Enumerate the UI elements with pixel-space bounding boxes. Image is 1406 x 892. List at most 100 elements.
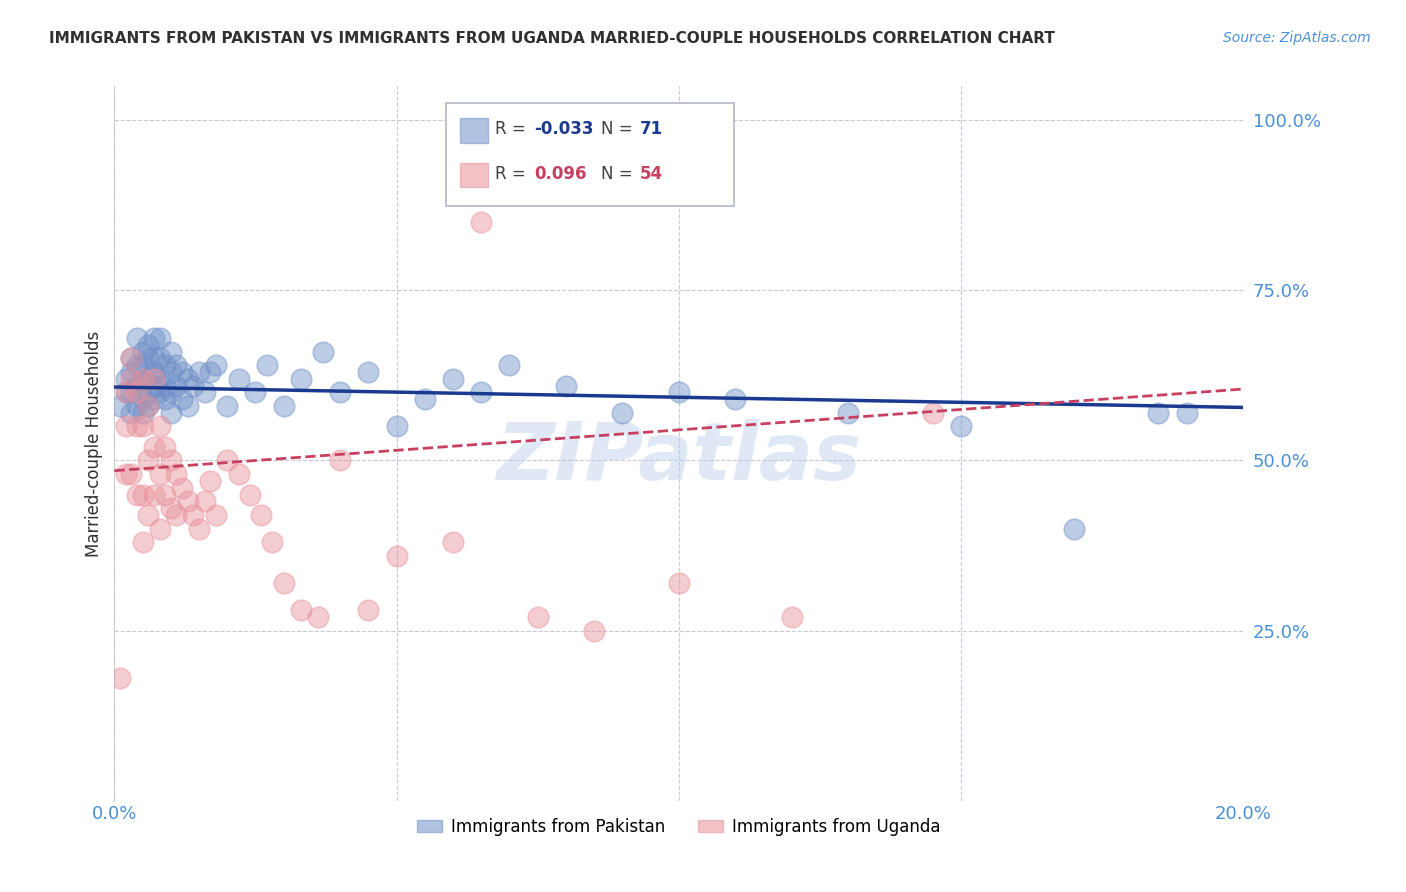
Point (136, 508, 159, 522)
Point (131, 392, 153, 407)
Point (949, 419, 972, 434)
Point (837, 406, 859, 420)
Point (142, 331, 165, 345)
Y-axis label: Married-couple Households: Married-couple Households (86, 330, 103, 557)
Point (108, 399, 131, 413)
Point (160, 501, 183, 516)
Point (413, 392, 436, 407)
Point (136, 351, 159, 366)
Point (153, 378, 176, 392)
Point (142, 365, 165, 379)
Point (131, 419, 153, 434)
Text: 71: 71 (640, 120, 664, 138)
Point (724, 392, 747, 407)
Point (125, 385, 148, 400)
Point (273, 399, 295, 413)
Point (921, 406, 943, 420)
Point (160, 365, 183, 379)
Point (194, 494, 217, 508)
Point (217, 399, 239, 413)
Point (177, 494, 200, 508)
Text: Source: ZipAtlas.com: Source: ZipAtlas.com (1223, 31, 1371, 45)
Point (148, 467, 170, 482)
Point (153, 392, 176, 407)
Point (131, 344, 153, 359)
Point (148, 385, 170, 400)
Point (131, 372, 153, 386)
Point (108, 671, 131, 685)
Point (441, 535, 464, 549)
Point (125, 358, 148, 372)
Point (357, 365, 380, 379)
Point (262, 535, 284, 549)
Point (153, 440, 176, 454)
Point (142, 351, 165, 366)
Point (177, 372, 200, 386)
Point (142, 378, 165, 392)
Point (114, 419, 136, 434)
Point (205, 358, 228, 372)
Point (131, 406, 153, 420)
Point (166, 467, 188, 482)
Point (136, 399, 159, 413)
Point (120, 406, 142, 420)
Point (200, 474, 222, 488)
Point (780, 610, 803, 624)
Text: ZIPatlas: ZIPatlas (496, 418, 862, 497)
Point (554, 378, 576, 392)
Text: R =: R = (495, 165, 537, 183)
Point (136, 372, 159, 386)
Point (1147, 406, 1170, 420)
Point (177, 399, 200, 413)
Point (114, 467, 136, 482)
Point (357, 603, 380, 617)
Point (148, 372, 170, 386)
Point (125, 487, 148, 501)
Point (131, 487, 153, 501)
Point (166, 508, 188, 522)
Point (142, 487, 165, 501)
Point (228, 467, 250, 482)
Point (470, 215, 492, 229)
Point (148, 419, 170, 434)
Point (188, 522, 211, 536)
Point (125, 419, 148, 434)
Point (148, 522, 170, 536)
Point (166, 378, 188, 392)
Point (160, 385, 183, 400)
Text: N =: N = (600, 165, 637, 183)
Point (120, 365, 142, 379)
Point (142, 392, 165, 407)
Point (256, 358, 278, 372)
Point (612, 406, 634, 420)
Point (183, 508, 205, 522)
Point (125, 331, 148, 345)
Point (228, 372, 250, 386)
Point (290, 372, 312, 386)
Text: IMMIGRANTS FROM PAKISTAN VS IMMIGRANTS FROM UGANDA MARRIED-COUPLE HOUSEHOLDS COR: IMMIGRANTS FROM PAKISTAN VS IMMIGRANTS F… (49, 31, 1054, 46)
Text: 54: 54 (640, 165, 664, 183)
Point (148, 351, 170, 366)
Point (131, 372, 153, 386)
Point (120, 385, 142, 400)
Point (668, 385, 690, 400)
Point (136, 399, 159, 413)
Point (114, 385, 136, 400)
Text: -0.033: -0.033 (534, 120, 593, 138)
Point (245, 385, 267, 400)
Point (120, 467, 142, 482)
Legend: Immigrants from Pakistan, Immigrants from Uganda: Immigrants from Pakistan, Immigrants fro… (411, 811, 946, 842)
Point (250, 508, 273, 522)
Point (172, 392, 194, 407)
Point (166, 358, 188, 372)
Point (188, 365, 211, 379)
Point (470, 385, 492, 400)
Point (114, 385, 136, 400)
Point (172, 481, 194, 495)
Point (120, 372, 142, 386)
Point (120, 351, 142, 366)
Point (142, 372, 165, 386)
Point (441, 372, 464, 386)
Point (194, 385, 217, 400)
Point (125, 378, 148, 392)
